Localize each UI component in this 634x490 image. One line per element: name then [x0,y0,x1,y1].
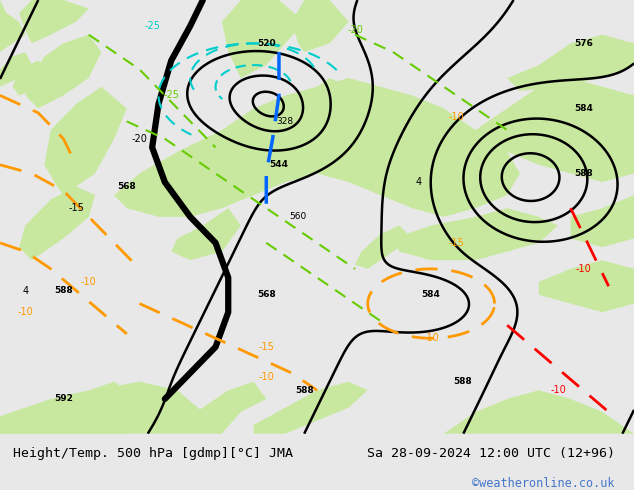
Text: Height/Temp. 500 hPa [gdmp][°C] JMA: Height/Temp. 500 hPa [gdmp][°C] JMA [13,447,293,460]
Text: 568: 568 [257,291,276,299]
Polygon shape [412,390,634,434]
Text: -10: -10 [424,333,439,343]
Polygon shape [25,35,101,108]
Text: 568: 568 [117,182,136,191]
Polygon shape [393,208,558,260]
Polygon shape [13,61,51,96]
Polygon shape [0,382,203,434]
Polygon shape [222,0,304,78]
Text: -10: -10 [550,385,566,395]
Polygon shape [19,0,89,44]
Text: 584: 584 [422,291,441,299]
Polygon shape [266,78,368,122]
Text: -20: -20 [347,25,363,35]
Polygon shape [539,260,634,312]
Text: -15: -15 [258,342,275,352]
Text: 560: 560 [289,212,307,221]
Text: -15: -15 [68,203,84,213]
Polygon shape [171,208,241,260]
Polygon shape [254,382,368,434]
Text: -20: -20 [131,134,148,144]
Text: -25: -25 [144,21,160,31]
Text: 588: 588 [453,377,472,386]
Polygon shape [507,35,634,91]
Text: -10: -10 [259,372,274,382]
Text: 588: 588 [295,386,314,395]
Polygon shape [19,187,95,260]
Polygon shape [0,52,32,87]
Text: 584: 584 [574,104,593,113]
Polygon shape [571,195,634,247]
Text: 328: 328 [276,117,294,126]
Text: 576: 576 [574,39,593,48]
Polygon shape [114,78,520,217]
Text: -10: -10 [81,277,96,287]
Text: 544: 544 [269,160,288,169]
Polygon shape [444,78,634,182]
Text: ©weatheronline.co.uk: ©weatheronline.co.uk [472,477,615,490]
Polygon shape [0,382,139,434]
Polygon shape [355,225,412,269]
Text: -25: -25 [163,90,179,100]
Text: 4: 4 [415,177,422,187]
Text: 588: 588 [574,169,593,178]
Text: -10: -10 [449,112,464,122]
Text: -10: -10 [18,307,33,317]
Text: 588: 588 [54,286,73,295]
Text: 520: 520 [257,39,276,48]
Polygon shape [0,0,25,52]
Polygon shape [292,0,349,52]
Polygon shape [44,87,127,195]
Text: -10: -10 [576,264,591,274]
Text: 4: 4 [22,286,29,295]
Text: Sa 28-09-2024 12:00 UTC (12+96): Sa 28-09-2024 12:00 UTC (12+96) [367,447,615,460]
Text: -15: -15 [448,238,465,248]
Polygon shape [178,382,266,434]
Text: 592: 592 [54,394,73,403]
